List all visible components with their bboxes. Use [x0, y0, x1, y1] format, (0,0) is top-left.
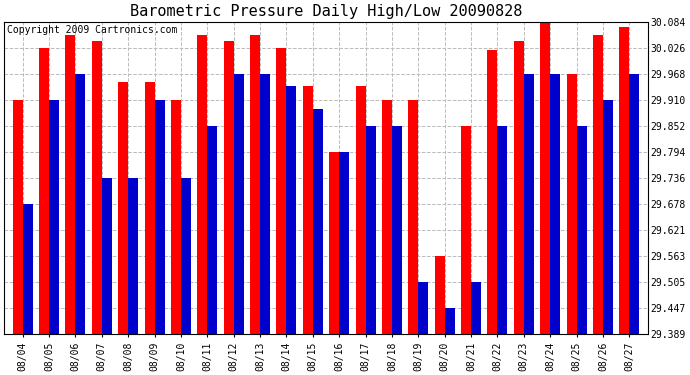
Bar [355, 86, 366, 334]
Bar [444, 308, 455, 334]
Bar [75, 74, 86, 334]
Bar [366, 126, 375, 334]
Bar [603, 100, 613, 334]
Bar [339, 152, 349, 334]
Bar [514, 40, 524, 334]
Bar [329, 152, 339, 334]
Bar [620, 27, 629, 334]
Bar [461, 126, 471, 334]
Bar [497, 126, 507, 334]
Bar [382, 100, 392, 334]
Bar [224, 40, 234, 334]
Bar [593, 35, 603, 334]
Bar [577, 126, 586, 334]
Bar [313, 109, 323, 334]
Bar [303, 86, 313, 334]
Bar [171, 100, 181, 334]
Bar [144, 82, 155, 334]
Bar [629, 74, 640, 334]
Bar [128, 178, 138, 334]
Bar [540, 22, 550, 334]
Bar [49, 100, 59, 334]
Bar [12, 100, 23, 334]
Bar [260, 74, 270, 334]
Title: Barometric Pressure Daily High/Low 20090828: Barometric Pressure Daily High/Low 20090… [130, 4, 522, 19]
Bar [550, 74, 560, 334]
Bar [277, 48, 286, 334]
Bar [101, 178, 112, 334]
Bar [471, 282, 481, 334]
Bar [392, 126, 402, 334]
Bar [197, 35, 207, 334]
Bar [250, 35, 260, 334]
Bar [207, 126, 217, 334]
Bar [234, 74, 244, 334]
Bar [92, 40, 101, 334]
Bar [524, 74, 534, 334]
Bar [155, 100, 164, 334]
Bar [66, 35, 75, 334]
Bar [435, 256, 444, 334]
Bar [566, 74, 577, 334]
Bar [118, 82, 128, 334]
Bar [23, 204, 32, 334]
Bar [487, 51, 497, 334]
Bar [418, 282, 428, 334]
Bar [286, 86, 297, 334]
Text: Copyright 2009 Cartronics.com: Copyright 2009 Cartronics.com [8, 25, 178, 35]
Bar [181, 178, 191, 334]
Bar [408, 100, 418, 334]
Bar [39, 48, 49, 334]
